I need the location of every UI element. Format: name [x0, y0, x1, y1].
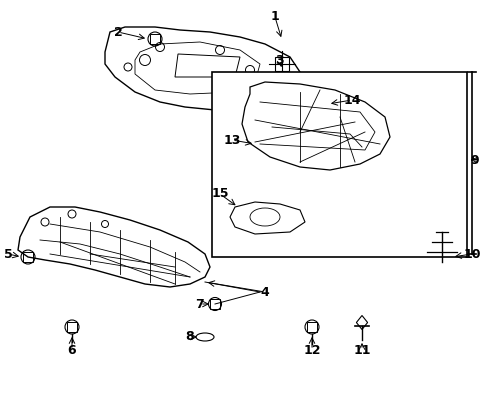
Text: 3: 3 — [275, 54, 284, 66]
Text: 7: 7 — [195, 297, 204, 311]
Text: 4: 4 — [260, 286, 269, 299]
Text: 5: 5 — [3, 248, 13, 260]
Text: 6: 6 — [68, 344, 76, 356]
Text: 1: 1 — [270, 10, 279, 23]
Text: 14: 14 — [343, 94, 360, 106]
Text: 13: 13 — [223, 133, 240, 147]
Text: 11: 11 — [352, 344, 370, 356]
Text: 10: 10 — [462, 248, 480, 260]
Text: 8: 8 — [185, 330, 194, 344]
Text: 15: 15 — [211, 187, 228, 201]
Text: 12: 12 — [302, 344, 320, 356]
Text: 9: 9 — [469, 154, 478, 166]
Bar — [212, 72, 466, 257]
Text: 2: 2 — [113, 26, 122, 38]
